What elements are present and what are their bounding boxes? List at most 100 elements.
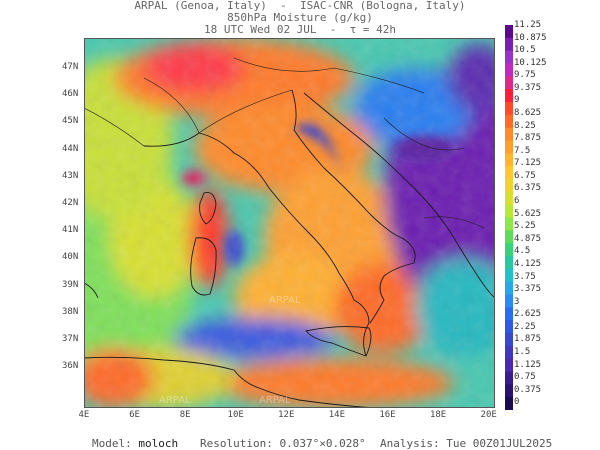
colorbar-swatch bbox=[505, 333, 513, 347]
colorbar-label: 9 bbox=[514, 95, 520, 106]
colorbar-swatch bbox=[505, 204, 513, 218]
colorbar-swatch bbox=[505, 281, 513, 295]
colorbar-swatch bbox=[505, 345, 513, 360]
colorbar-swatch bbox=[505, 127, 513, 141]
lon-label: 4E bbox=[78, 410, 90, 420]
colorbar-label: 4.5 bbox=[514, 246, 531, 257]
lat-label: 46N bbox=[62, 89, 79, 100]
lat-label: 47N bbox=[62, 62, 79, 72]
lat-label: 42N bbox=[62, 198, 79, 208]
colorbar-swatch bbox=[505, 371, 513, 385]
colorbar-label: 3.375 bbox=[514, 284, 542, 295]
colorbar-label: 8.25 bbox=[514, 120, 536, 131]
colorbar-swatch bbox=[505, 153, 513, 167]
watermark-2: ARPAL bbox=[259, 395, 291, 406]
lat-label: 37N bbox=[62, 334, 79, 344]
lon-label: 20E bbox=[480, 410, 497, 420]
colorbar-swatch bbox=[505, 179, 513, 193]
footer-analysis: Analysis: Tue 00Z01JUL2025 bbox=[380, 437, 552, 450]
colorbar-label: 10.5 bbox=[514, 45, 536, 56]
lon-label: 8E bbox=[179, 410, 191, 420]
colorbar-swatch bbox=[505, 320, 513, 334]
colorbar-label: 7.5 bbox=[514, 145, 531, 156]
lon-label: 12E bbox=[278, 410, 295, 420]
colorbar-label: 1.875 bbox=[514, 334, 542, 345]
watermark-3: ARPAL bbox=[269, 295, 301, 306]
colorbar-label: 6 bbox=[514, 196, 520, 207]
watermark-1: ARPAL bbox=[159, 395, 191, 406]
colorbar-label: 4.875 bbox=[514, 233, 542, 244]
colorbar-label: 11.25 bbox=[514, 20, 542, 30]
colorbar-swatch bbox=[505, 256, 513, 270]
colorbar-swatch bbox=[505, 217, 513, 231]
lat-label: 45N bbox=[62, 116, 79, 127]
lat-label: 38N bbox=[62, 306, 79, 317]
colorbar-label: 9.375 bbox=[514, 82, 542, 93]
colorbar-label: 2.25 bbox=[514, 321, 536, 332]
colorbar-swatch bbox=[505, 358, 513, 372]
colorbar-swatch bbox=[505, 37, 513, 52]
colorbar-label: 0.375 bbox=[514, 384, 542, 395]
colorbar-swatch bbox=[505, 243, 513, 257]
colorbar-swatch bbox=[505, 63, 513, 77]
header-source: ARPAL (Genoa, Italy) - ISAC-CNR (Bologna… bbox=[134, 0, 466, 12]
colorbar-label: 2.625 bbox=[514, 309, 542, 320]
colorbar-swatch bbox=[505, 50, 513, 64]
lat-label: 40N bbox=[62, 252, 79, 263]
colorbar-swatch bbox=[505, 140, 513, 154]
colorbar-swatch bbox=[505, 114, 513, 129]
colorbar-label: 6.375 bbox=[514, 183, 542, 194]
analysis-label: Analysis: bbox=[380, 437, 440, 450]
colorbar-swatch bbox=[505, 166, 513, 180]
colorbar-label: 5.625 bbox=[514, 208, 542, 219]
colorbar-label: 1.5 bbox=[514, 346, 531, 357]
colorbar-label: 9.75 bbox=[514, 70, 536, 81]
colorbar-label: 7.125 bbox=[514, 158, 542, 169]
colorbar-swatch bbox=[505, 307, 513, 321]
lon-label: 14E bbox=[328, 410, 346, 420]
lon-label: 10E bbox=[227, 410, 244, 420]
lon-label: 6E bbox=[129, 410, 140, 420]
model-label: Model: bbox=[92, 437, 132, 450]
map-frame bbox=[84, 38, 495, 408]
lat-label: 44N bbox=[62, 143, 79, 154]
colorbar-swatch bbox=[505, 230, 513, 244]
colorbar-label: 0 bbox=[514, 397, 520, 408]
lat-label: 43N bbox=[62, 170, 79, 181]
colorbar-swatch bbox=[505, 268, 513, 283]
colorbar-label: 4.125 bbox=[514, 258, 542, 269]
analysis-value: Tue 00Z01JUL2025 bbox=[446, 437, 553, 450]
colorbar-label: 10.875 bbox=[514, 32, 547, 43]
colorbar-swatch bbox=[505, 102, 513, 116]
colorbar-label: 8.625 bbox=[514, 108, 542, 119]
model-value: moloch bbox=[138, 437, 179, 450]
colorbar-swatch bbox=[505, 384, 513, 398]
coastlines bbox=[84, 57, 495, 408]
lon-label: 18E bbox=[429, 410, 447, 420]
colorbar-swatch bbox=[505, 76, 513, 90]
colorbar-swatch bbox=[505, 89, 513, 103]
field-texture bbox=[84, 38, 495, 408]
footer-resolution: Resolution: 0.037°×0.028° bbox=[200, 437, 366, 450]
colorbar bbox=[505, 25, 513, 410]
moisture-map: ARPAL ARPAL ARPAL bbox=[84, 38, 495, 408]
header-time: 18 UTC Wed 02 JUL - τ = 42h bbox=[203, 23, 397, 36]
resolution-value: 0.037°×0.028° bbox=[279, 437, 366, 450]
colorbar-label: 7.875 bbox=[514, 133, 542, 144]
colorbar-label: 3 bbox=[514, 296, 520, 307]
lon-label: 16E bbox=[379, 410, 396, 420]
lat-label: 39N bbox=[62, 279, 79, 290]
colorbar-label: 3.75 bbox=[514, 271, 536, 282]
colorbar-swatch bbox=[505, 191, 513, 206]
lat-label: 41N bbox=[62, 225, 79, 236]
colorbar-label: 1.125 bbox=[514, 359, 542, 370]
colorbar-label: 6.75 bbox=[514, 170, 536, 181]
colorbar-label: 0.75 bbox=[514, 372, 536, 383]
header-variable: 850hPa Moisture (g/kg) bbox=[227, 11, 373, 24]
resolution-label: Resolution: bbox=[200, 437, 273, 450]
colorbar-label: 5.25 bbox=[514, 221, 536, 232]
footer-model: Model: moloch bbox=[92, 437, 178, 450]
colorbar-swatch bbox=[505, 294, 513, 308]
colorbar-label: 10.125 bbox=[514, 57, 547, 68]
colorbar-swatch bbox=[505, 397, 513, 410]
